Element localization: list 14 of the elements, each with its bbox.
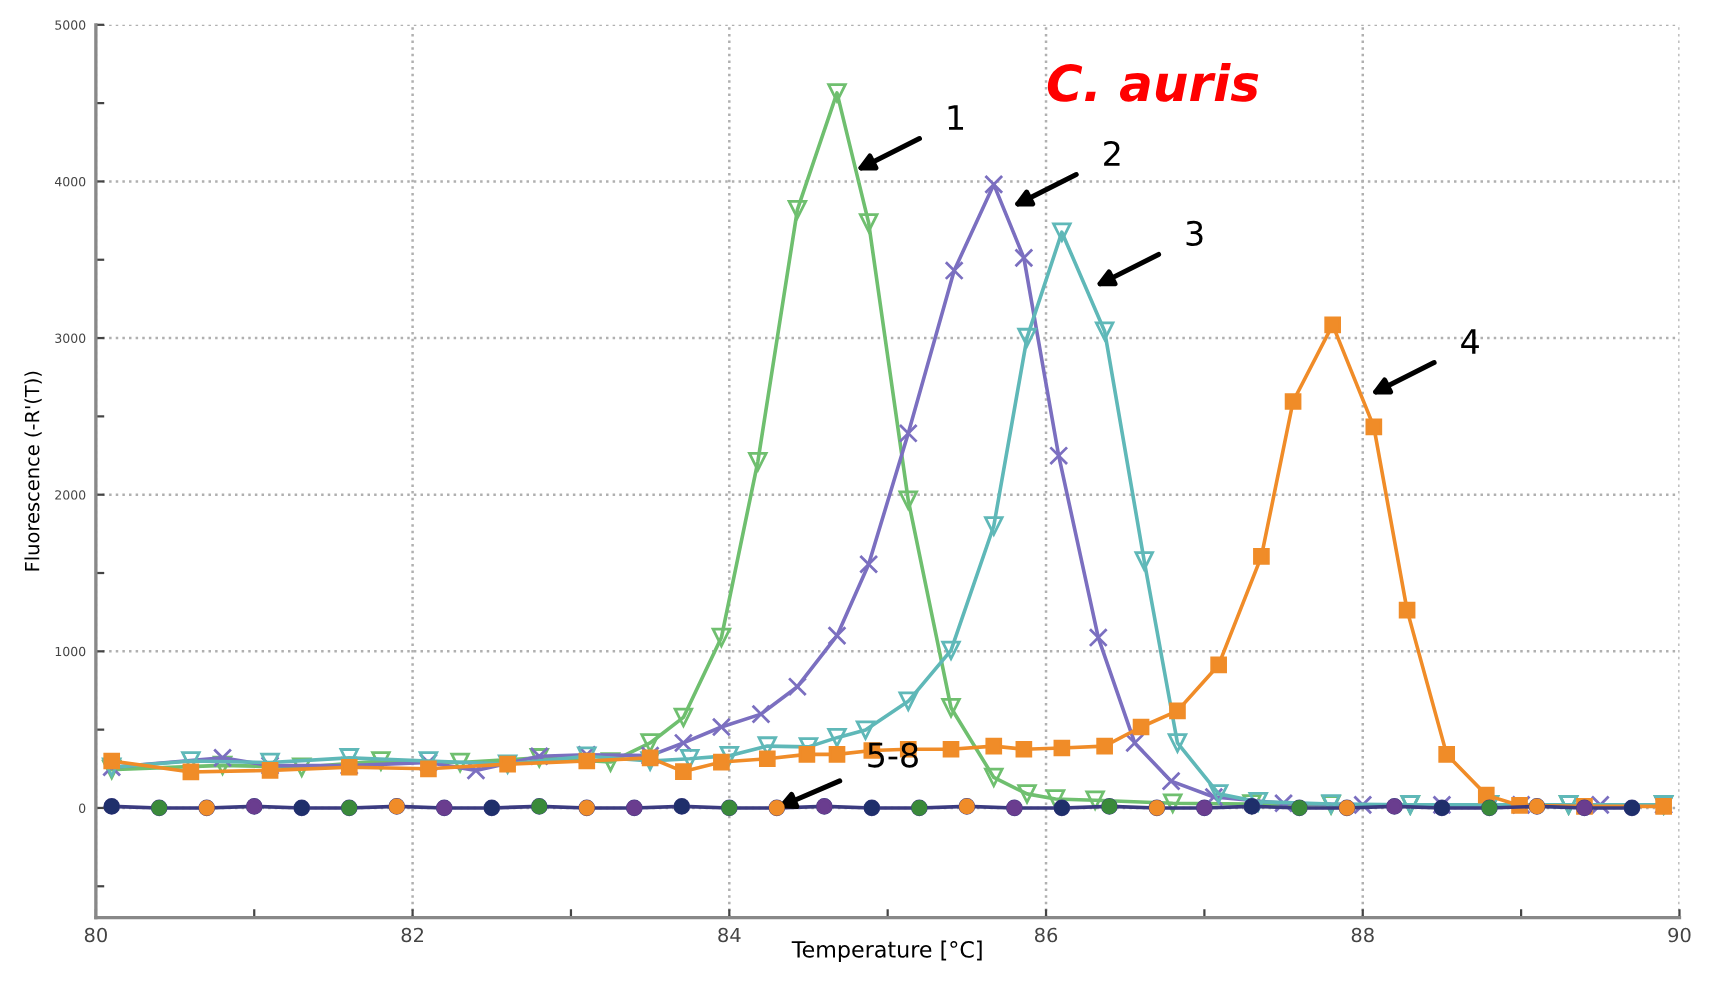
y-axis-title: Fluorescence (-R'(T)): [24, 371, 42, 571]
annotation: 1: [948, 105, 964, 130]
x-tick-label: 82: [401, 927, 424, 943]
text: C. auris: [1047, 63, 1259, 102]
x-tick-label: 88: [1351, 927, 1374, 943]
x-tick-label: 86: [1034, 927, 1058, 943]
annotation: 4: [1461, 329, 1479, 354]
x-tick-label: 84: [718, 927, 741, 943]
annotation: 3: [1186, 220, 1203, 247]
x-tick-label: 80: [84, 927, 107, 943]
annotation: 2: [1104, 140, 1120, 166]
x-axis-title: Temperature [°C]: [791, 940, 982, 963]
annotation: 5-8: [868, 742, 918, 768]
x-tick-label: 90: [1668, 927, 1691, 943]
